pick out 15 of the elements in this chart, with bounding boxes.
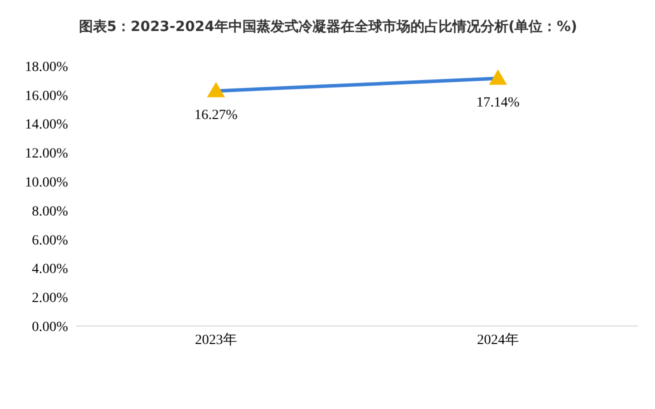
y-tick-label: 14.00% [24,118,68,133]
y-tick-label: 18.00% [24,60,68,75]
x-tick-label: 2023年 [195,332,237,348]
chart-title: 图表5：2023-2024年中国蒸发式冷凝器在全球市场的占比情况分析(单位：%) [78,18,578,37]
x-tick-label: 2024年 [477,332,519,348]
data-label: 17.14% [476,95,520,110]
y-tick-label: 0.00% [32,320,68,335]
y-tick-label: 10.00% [24,176,68,191]
y-tick-label: 2.00% [32,291,68,306]
y-tick-label: 16.00% [24,88,68,104]
y-tick-label: 12.00% [24,146,68,162]
data-label: 16.27% [194,108,238,123]
y-tick-label: 4.00% [32,262,68,278]
y-tick-label: 6.00% [32,233,68,248]
y-tick-label: 8.00% [32,204,68,220]
